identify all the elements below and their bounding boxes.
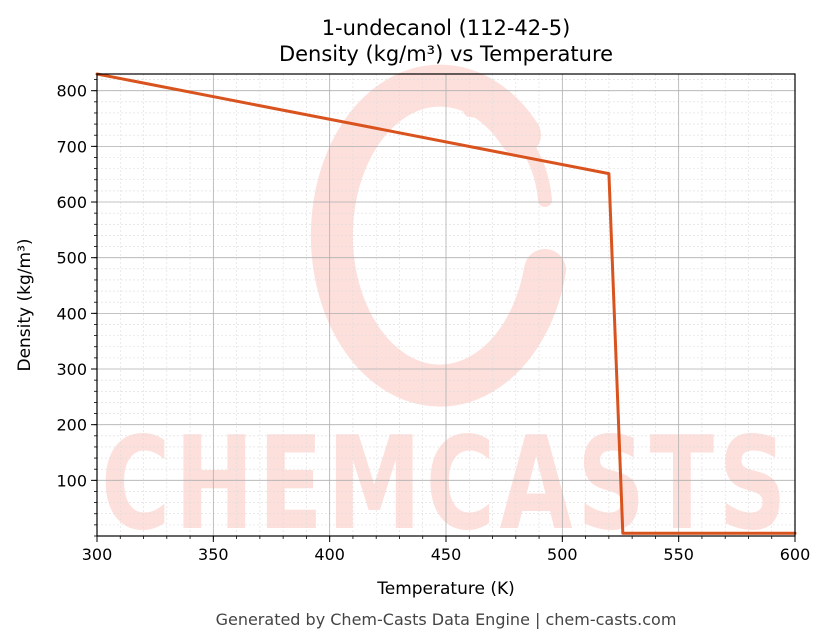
x-tick-label: 300: [82, 545, 113, 564]
x-tick-label: 450: [431, 545, 462, 564]
density-series-line: [95, 72, 797, 535]
y-tick-label: 100: [56, 471, 87, 490]
y-tick-label: 800: [56, 82, 87, 101]
x-tick-label: 600: [780, 545, 811, 564]
y-tick-label: 400: [56, 304, 87, 323]
y-axis-ticks: 100 200 300 400 500 600 700 800: [56, 79, 97, 537]
chart-title: 1-undecanol (112-42-5): [322, 16, 571, 40]
watermark-logo-icon: [310, 64, 566, 407]
x-tick-label: 350: [198, 545, 229, 564]
y-tick-label: 500: [56, 249, 87, 268]
x-tick-label: 550: [663, 545, 694, 564]
x-axis-ticks: 300 350 400 450 500 550 600: [82, 536, 811, 564]
y-axis-label: Density (kg/m³): [15, 238, 35, 371]
x-tick-label: 500: [547, 545, 578, 564]
y-tick-label: 300: [56, 360, 87, 379]
y-tick-label: 200: [56, 416, 87, 435]
series-layer: [95, 72, 797, 535]
chart-subtitle: Density (kg/m³) vs Temperature: [279, 42, 613, 66]
x-tick-label: 400: [314, 545, 345, 564]
x-axis-label: Temperature (K): [376, 579, 515, 599]
y-tick-label: 600: [56, 193, 87, 212]
footer-credit: Generated by Chem-Casts Data Engine | ch…: [216, 610, 677, 629]
watermark: CHEMCASTS: [101, 64, 785, 559]
y-tick-label: 700: [56, 137, 87, 156]
